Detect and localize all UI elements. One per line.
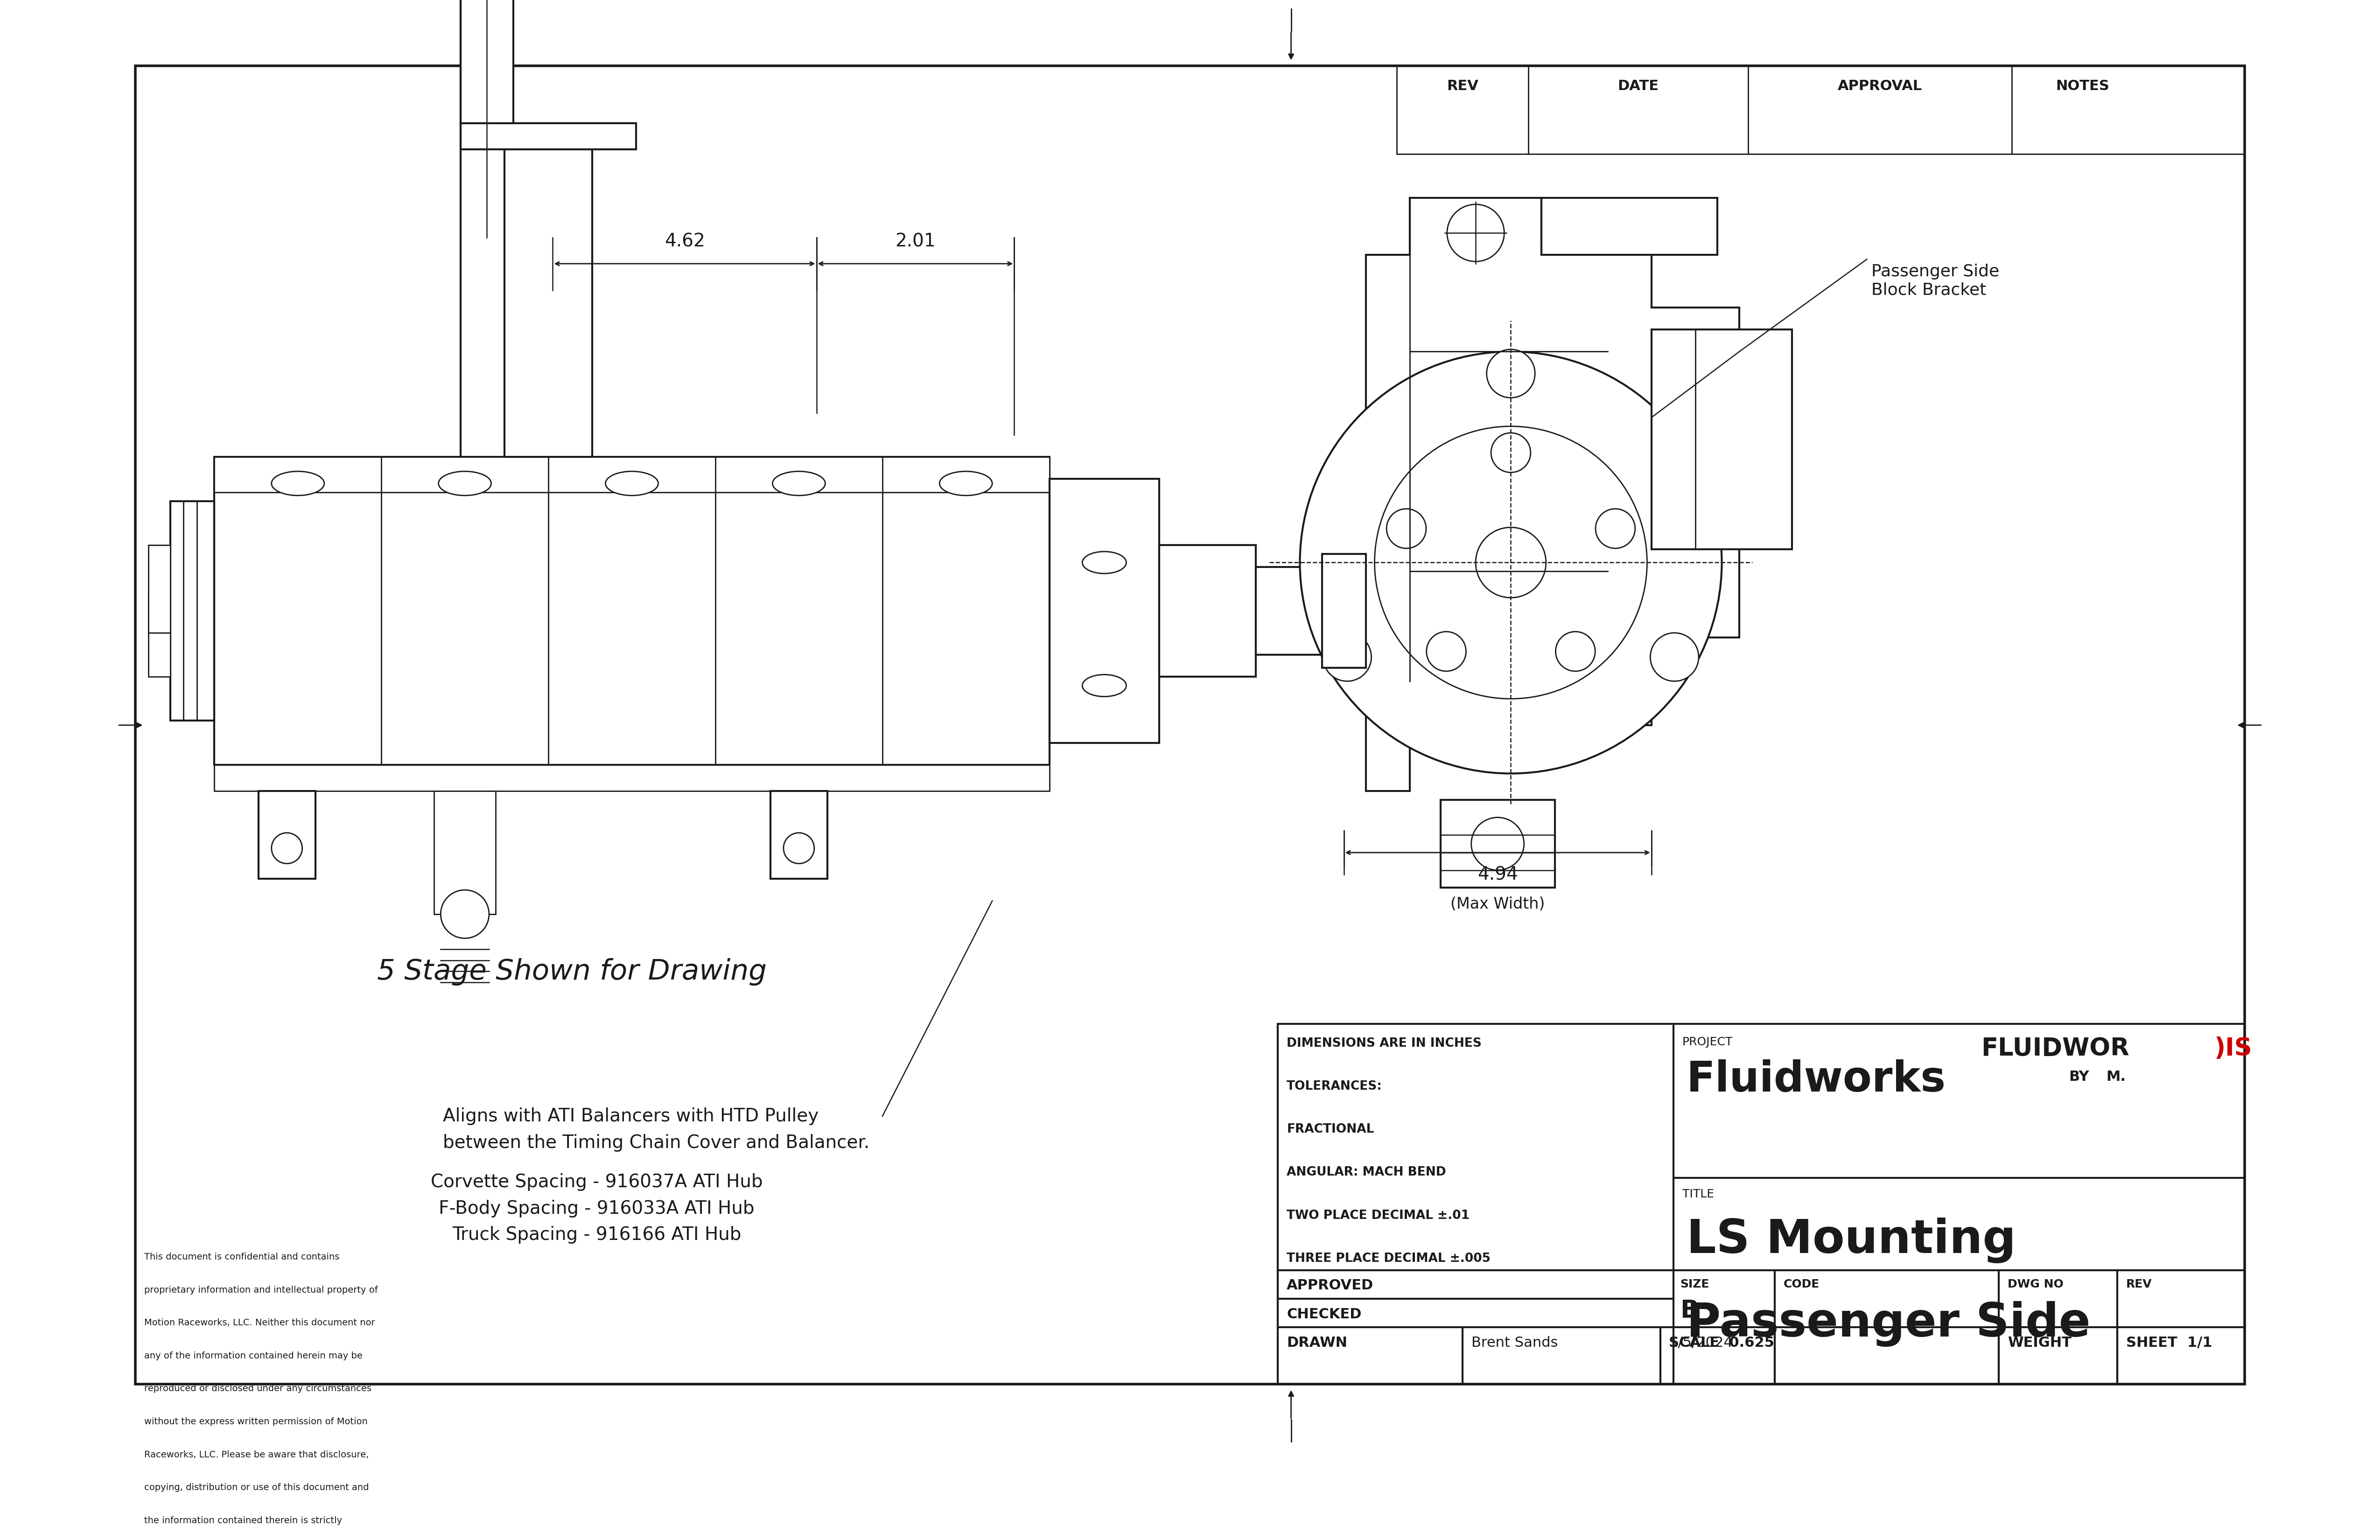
Text: 2.01: 2.01 xyxy=(895,233,935,251)
Text: FLUIDWOR: FLUIDWOR xyxy=(1980,1036,2130,1061)
Bar xyxy=(771,792,828,879)
Circle shape xyxy=(1476,527,1547,598)
Text: Corvette Spacing - 916037A ATI Hub: Corvette Spacing - 916037A ATI Hub xyxy=(431,1173,762,1190)
Text: (Max Width): (Max Width) xyxy=(1449,896,1545,912)
Text: Raceworks, LLC. Please be aware that disclosure,: Raceworks, LLC. Please be aware that dis… xyxy=(145,1451,369,1460)
Bar xyxy=(148,545,171,633)
Circle shape xyxy=(1595,508,1635,548)
Ellipse shape xyxy=(605,471,659,496)
Bar xyxy=(214,765,1050,792)
Text: proprietary information and intellectual property of: proprietary information and intellectual… xyxy=(145,1286,378,1294)
Text: SCALE  0.625: SCALE 0.625 xyxy=(1668,1337,1775,1349)
Bar xyxy=(433,792,495,915)
Text: Passenger Side
Block Bracket: Passenger Side Block Bracket xyxy=(1871,263,1999,297)
Bar xyxy=(171,500,214,721)
Text: WEIGHT: WEIGHT xyxy=(2006,1337,2071,1349)
Text: TWO PLACE DECIMAL ±.01: TWO PLACE DECIMAL ±.01 xyxy=(1288,1209,1471,1221)
Bar xyxy=(1050,479,1159,742)
Text: DWG NO: DWG NO xyxy=(2006,1278,2063,1291)
Text: 4.94: 4.94 xyxy=(1478,865,1518,884)
Text: CODE: CODE xyxy=(1783,1278,1818,1291)
Text: F-Body Spacing - 916033A ATI Hub: F-Body Spacing - 916033A ATI Hub xyxy=(438,1200,754,1218)
Text: any of the information contained herein may be: any of the information contained herein … xyxy=(145,1352,362,1360)
Circle shape xyxy=(1426,631,1466,671)
Text: SIZE: SIZE xyxy=(1680,1278,1709,1291)
Text: PROJECT: PROJECT xyxy=(1683,1036,1733,1047)
Circle shape xyxy=(1323,633,1371,681)
Bar xyxy=(214,457,1050,765)
Circle shape xyxy=(440,890,488,938)
Circle shape xyxy=(1488,350,1535,397)
Ellipse shape xyxy=(438,471,490,496)
Text: APPROVED: APPROVED xyxy=(1288,1278,1373,1292)
Polygon shape xyxy=(1366,197,1740,792)
Text: DIMENSIONS ARE IN INCHES: DIMENSIONS ARE IN INCHES xyxy=(1288,1036,1483,1049)
Text: Aligns with ATI Balancers with HTD Pulley: Aligns with ATI Balancers with HTD Pulle… xyxy=(443,1107,819,1126)
Bar xyxy=(505,149,593,457)
Bar xyxy=(214,457,1050,493)
Bar xyxy=(459,0,514,123)
Text: NOTES: NOTES xyxy=(2056,79,2109,92)
Circle shape xyxy=(1557,631,1595,671)
Bar xyxy=(1278,1024,2244,1384)
Circle shape xyxy=(1649,633,1699,681)
Text: without the express written permission of Motion: without the express written permission o… xyxy=(145,1417,367,1426)
Text: Truck Spacing - 916166 ATI Hub: Truck Spacing - 916166 ATI Hub xyxy=(452,1226,740,1244)
Bar xyxy=(1397,66,2244,154)
Text: This document is confidential and contains: This document is confidential and contai… xyxy=(145,1252,340,1261)
Text: CHECKED: CHECKED xyxy=(1288,1307,1361,1321)
Circle shape xyxy=(1388,508,1426,548)
Ellipse shape xyxy=(940,471,992,496)
Text: APPROVAL: APPROVAL xyxy=(1837,79,1923,92)
Bar xyxy=(1321,554,1366,668)
Text: REV: REV xyxy=(2125,1278,2152,1291)
Text: REV: REV xyxy=(1447,79,1478,92)
Circle shape xyxy=(1447,205,1504,262)
Text: reproduced or disclosed under any circumstances: reproduced or disclosed under any circum… xyxy=(145,1384,371,1394)
Circle shape xyxy=(1692,459,1742,508)
Text: FRACTIONAL: FRACTIONAL xyxy=(1288,1123,1373,1135)
Text: BY: BY xyxy=(2068,1070,2090,1084)
Text: )IS: )IS xyxy=(2213,1036,2251,1061)
Bar xyxy=(259,792,317,879)
Text: Passenger Side: Passenger Side xyxy=(1687,1301,2090,1346)
Text: DRAWN: DRAWN xyxy=(1288,1337,1347,1349)
Text: TOLERANCES:: TOLERANCES: xyxy=(1288,1080,1383,1092)
Ellipse shape xyxy=(271,471,324,496)
Text: 5 Stage Shown for Drawing: 5 Stage Shown for Drawing xyxy=(376,958,766,986)
Text: 1/5/2024: 1/5/2024 xyxy=(1668,1337,1733,1349)
Bar xyxy=(459,123,635,149)
Bar xyxy=(1652,330,1792,550)
Circle shape xyxy=(1376,427,1647,699)
Bar xyxy=(1159,545,1257,676)
Text: B: B xyxy=(1680,1298,1699,1323)
Text: Brent Sands: Brent Sands xyxy=(1471,1337,1559,1349)
Text: TITLE: TITLE xyxy=(1683,1189,1714,1200)
Ellipse shape xyxy=(1083,675,1126,696)
Text: 4.62: 4.62 xyxy=(664,233,704,251)
Text: between the Timing Chain Cover and Balancer.: between the Timing Chain Cover and Balan… xyxy=(443,1133,869,1152)
Text: ANGULAR: MACH BEND: ANGULAR: MACH BEND xyxy=(1288,1166,1447,1178)
Ellipse shape xyxy=(774,471,826,496)
Circle shape xyxy=(271,833,302,864)
Bar xyxy=(1257,567,1321,654)
Circle shape xyxy=(783,833,814,864)
Ellipse shape xyxy=(1083,551,1126,573)
Text: Fluidworks: Fluidworks xyxy=(1687,1060,1947,1100)
Bar xyxy=(1542,197,1718,256)
Text: LS Mounting: LS Mounting xyxy=(1687,1217,2016,1263)
Text: THREE PLACE DECIMAL ±.005: THREE PLACE DECIMAL ±.005 xyxy=(1288,1252,1490,1264)
Text: DATE: DATE xyxy=(1618,79,1659,92)
Bar xyxy=(1440,799,1554,887)
Text: the information contained therein is strictly: the information contained therein is str… xyxy=(145,1517,343,1525)
Circle shape xyxy=(1299,351,1721,773)
Text: M.: M. xyxy=(2106,1070,2125,1084)
Circle shape xyxy=(1471,818,1523,870)
Text: copying, distribution or use of this document and: copying, distribution or use of this doc… xyxy=(145,1483,369,1492)
Bar xyxy=(148,588,171,676)
Circle shape xyxy=(1490,433,1530,473)
Text: Motion Raceworks, LLC. Neither this document nor: Motion Raceworks, LLC. Neither this docu… xyxy=(145,1318,376,1327)
Text: SHEET  1/1: SHEET 1/1 xyxy=(2125,1337,2211,1349)
